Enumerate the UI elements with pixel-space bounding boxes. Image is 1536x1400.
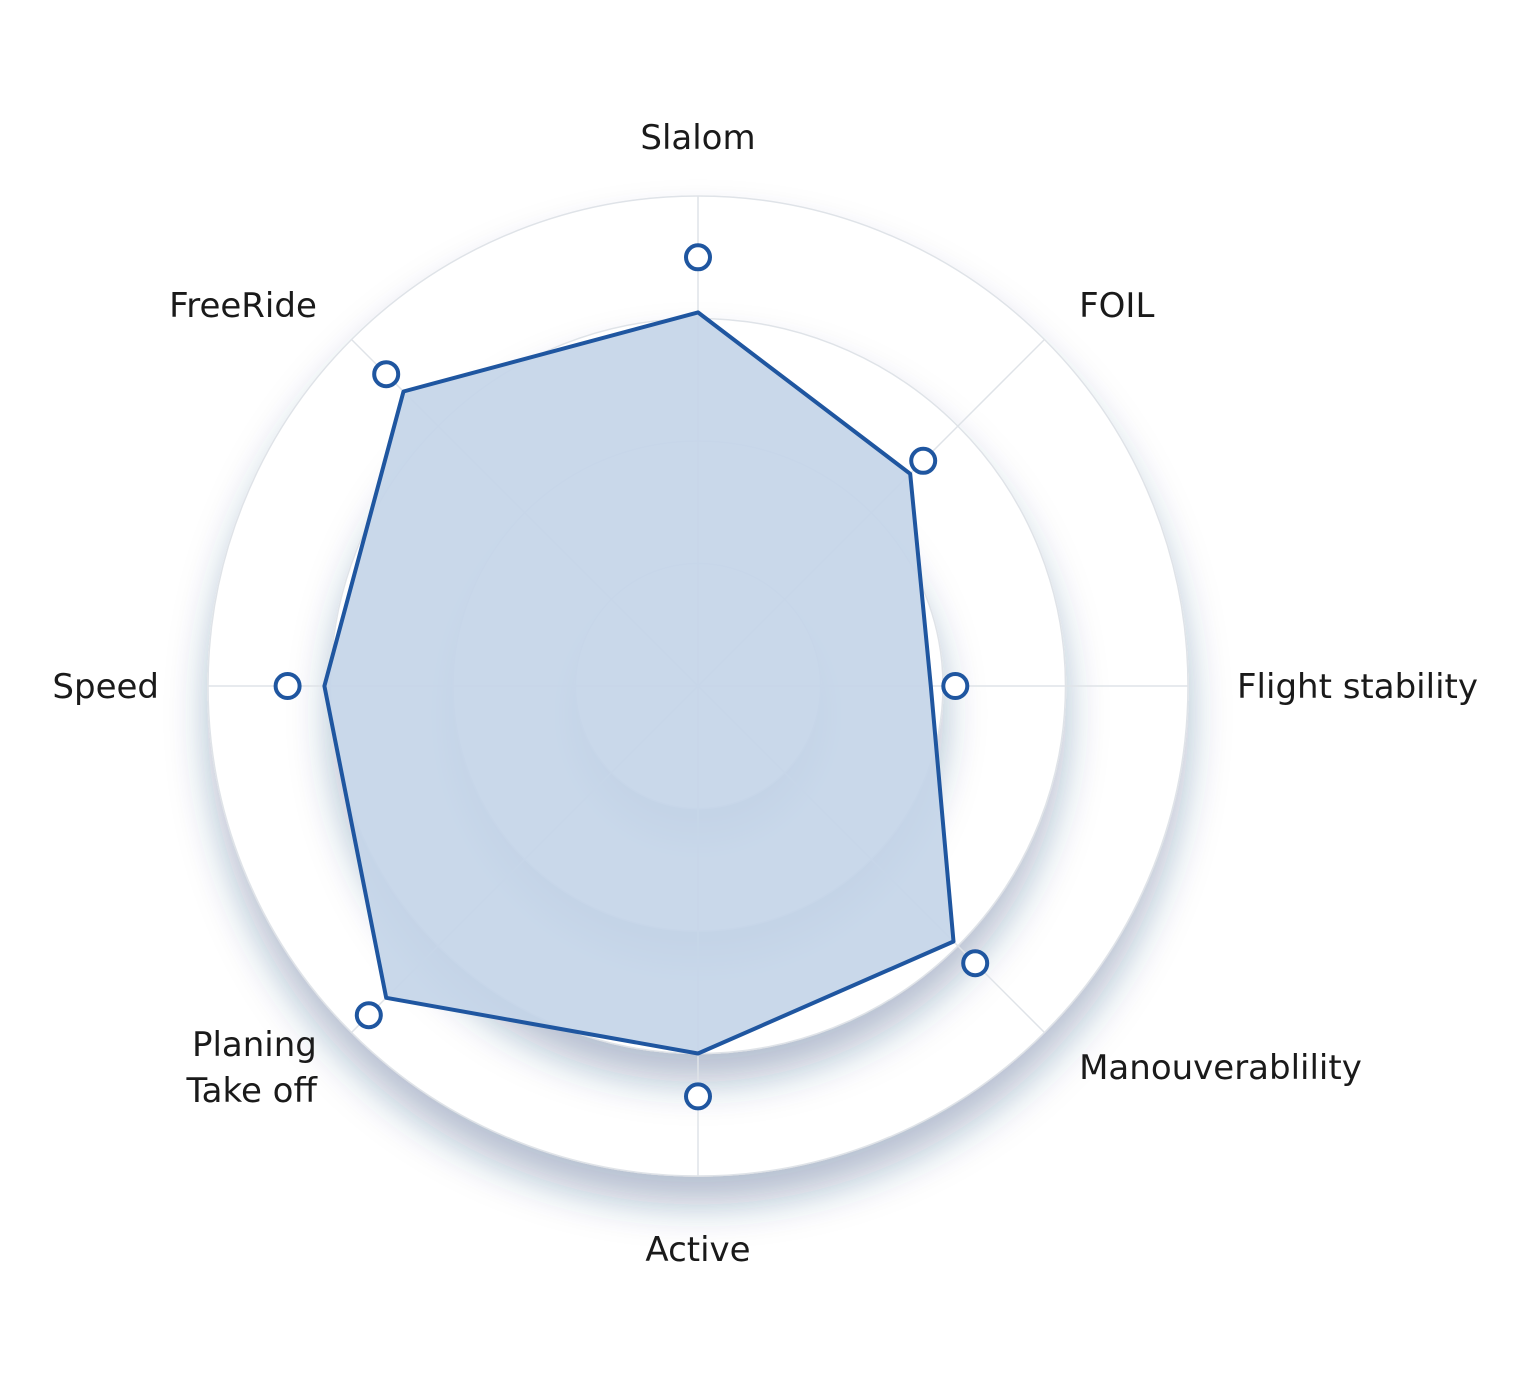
radar-marker[interactable] (909, 446, 938, 475)
radar-series-area (322, 310, 956, 1056)
axis-label-line: FreeRide (169, 286, 317, 326)
radar-marker[interactable] (354, 1001, 383, 1030)
radar-marker[interactable] (372, 360, 401, 389)
axis-label: Speed (52, 667, 159, 707)
axis-label: FOIL (1079, 286, 1154, 326)
radar-axis-labels: Slalom FOIL Flight stability Manouverablili… (52, 118, 1478, 1270)
radar-markers (273, 243, 990, 1111)
axis-label: FreeRide (169, 286, 317, 326)
axis-label-line: Slalom (640, 118, 755, 158)
axis-label-line: Active (645, 1230, 750, 1270)
radar-marker[interactable] (961, 949, 990, 978)
radar-marker[interactable] (684, 243, 712, 272)
radar-marker[interactable] (684, 1082, 712, 1111)
axis-label: Flight stability (1237, 667, 1478, 707)
axis-label-line: Flight stability (1237, 667, 1478, 707)
axis-label-line: FOIL (1079, 286, 1154, 326)
axis-label-line: Planing (192, 1025, 317, 1065)
axis-label: Manouverablility (1079, 1048, 1362, 1088)
axis-label-line: Take off (185, 1071, 318, 1111)
axis-label: Slalom (640, 118, 755, 158)
axis-label-line: Manouverablility (1079, 1048, 1362, 1088)
axis-label-line: Speed (52, 667, 159, 707)
axis-label: Active (645, 1230, 750, 1270)
radar-marker[interactable] (273, 672, 302, 700)
axis-label: Planing Take off (185, 1025, 318, 1111)
radar-marker[interactable] (941, 672, 970, 700)
